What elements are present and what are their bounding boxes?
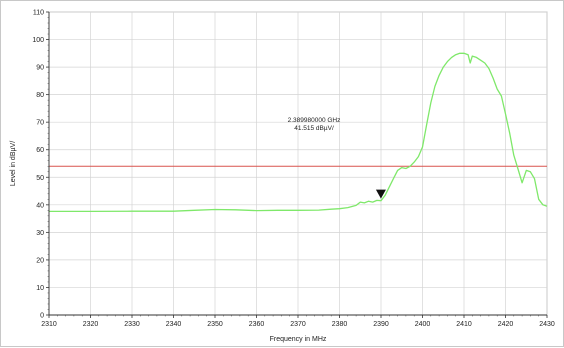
y-tick-label: 30	[36, 230, 44, 237]
x-tick-label: 2400	[415, 321, 431, 328]
x-tick-label: 2380	[332, 321, 348, 328]
x-tick-label: 2320	[83, 321, 99, 328]
x-tick-label: 2310	[41, 321, 57, 328]
x-tick-label: 2330	[124, 321, 140, 328]
y-tick-label: 50	[36, 175, 44, 182]
y-tick-label: 20	[36, 257, 44, 264]
y-tick-label: 90	[36, 65, 44, 72]
x-tick-label: 2340	[166, 321, 182, 328]
x-tick-label: 2390	[373, 321, 389, 328]
y-tick-label: 60	[36, 147, 44, 154]
y-tick-label: 0	[40, 313, 44, 320]
x-axis-title: Frequency in MHz	[270, 336, 327, 343]
y-tick-label: 80	[36, 92, 44, 99]
x-tick-label: 2430	[539, 321, 555, 328]
x-tick-label: 2350	[207, 321, 223, 328]
y-tick-label: 40	[36, 202, 44, 209]
y-tick-label: 10	[36, 285, 44, 292]
x-tick-label: 2420	[498, 321, 514, 328]
x-tick-label: 2370	[290, 321, 306, 328]
x-tick-label: 2410	[456, 321, 472, 328]
y-tick-label: 110	[33, 10, 44, 17]
x-tick-label: 2360	[249, 321, 265, 328]
marker-level-label: 41.515 dBµV/	[294, 125, 334, 132]
y-tick-label: 70	[36, 120, 44, 127]
y-tick-label: 100	[32, 37, 44, 44]
y-axis-title: Level in dBµV/	[10, 141, 17, 186]
marker-frequency-label: 2.389980000 GHz	[288, 117, 341, 124]
